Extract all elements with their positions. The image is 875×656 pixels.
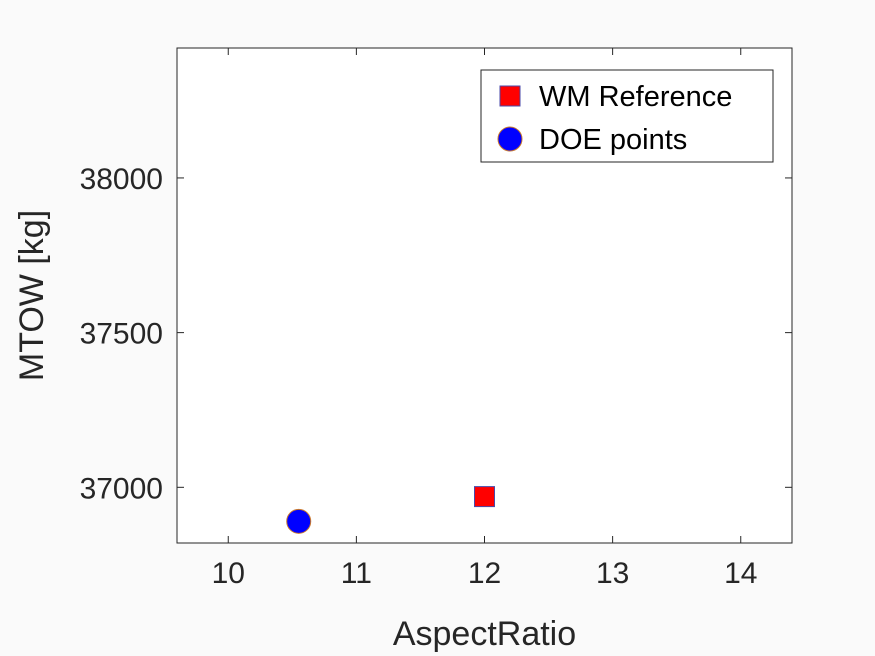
data-point-square — [474, 486, 495, 508]
legend-box — [480, 69, 774, 163]
ticks-layer: 10 11 12 13 14 37000 37500 38000 — [80, 48, 792, 590]
x-tick-label: 13 — [596, 557, 629, 590]
legend-label: WM Reference — [539, 81, 732, 113]
x-tick-label: 11 — [341, 557, 372, 590]
x-tick-label: 10 — [212, 557, 245, 590]
x-tick-label: 14 — [724, 557, 757, 590]
marks-layer — [286, 486, 495, 534]
x-axis-title: AspectRatio — [393, 615, 576, 653]
legend-items: WM Reference DOE points — [497, 81, 732, 156]
y-tick-label: 37000 — [80, 472, 163, 505]
y-tick-label: 38000 — [80, 163, 163, 196]
legend: WM Reference DOE points — [480, 69, 774, 163]
legend-label: DOE points — [539, 124, 687, 156]
legend-circle-icon — [497, 126, 523, 152]
x-tick-label: 12 — [468, 557, 501, 590]
legend-square-icon — [499, 85, 521, 107]
y-tick-label: 37500 — [80, 318, 163, 351]
y-axis-title: MTOW [kg] — [13, 210, 51, 381]
data-point-circle — [286, 508, 312, 534]
plot-frame — [176, 47, 793, 544]
